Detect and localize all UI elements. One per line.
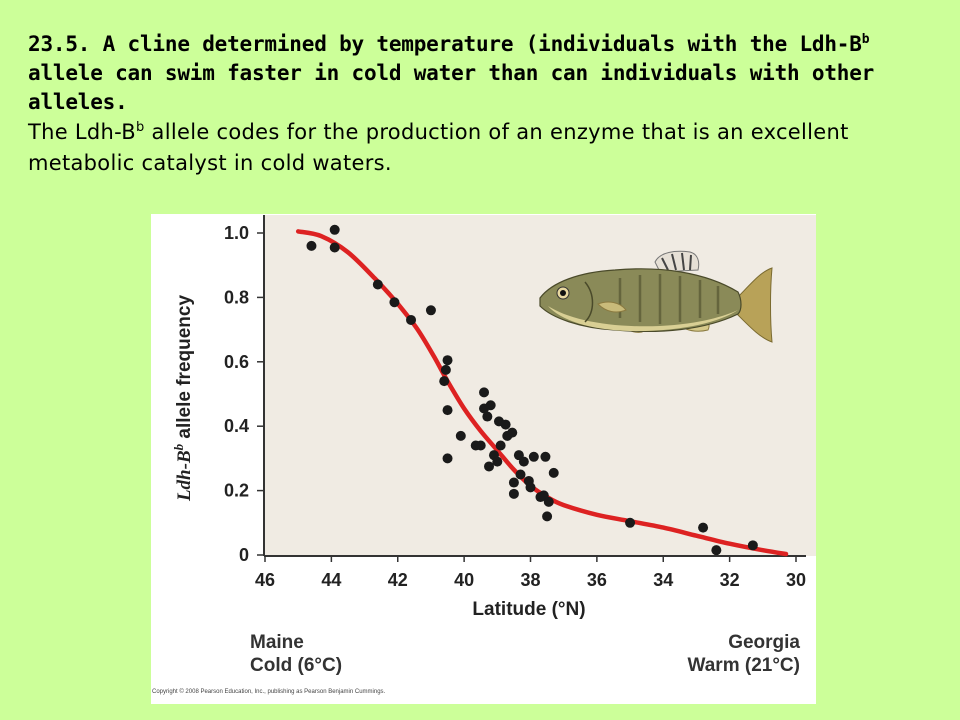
data-point — [455, 430, 466, 441]
x-tick-label: 46 — [255, 570, 275, 590]
data-point — [698, 522, 709, 533]
data-point — [442, 453, 453, 464]
x-tick-label: 44 — [321, 570, 341, 590]
data-point — [711, 545, 722, 556]
data-point — [440, 364, 451, 375]
y-axis-label-gene: Ldh-B — [174, 450, 195, 502]
data-point — [482, 411, 493, 422]
data-point — [306, 240, 317, 251]
y-tick-label: 0.8 — [224, 287, 249, 307]
fit-curve-line — [295, 229, 789, 557]
caption-heading: 23.5. A cline determined by temperature … — [28, 30, 928, 117]
data-point — [540, 451, 551, 462]
data-point — [389, 297, 400, 308]
fit-curve — [295, 229, 789, 557]
killifish-image — [539, 250, 773, 343]
x-tick-label: 40 — [454, 570, 474, 590]
data-point — [525, 482, 536, 493]
data-point — [515, 469, 526, 480]
data-point — [329, 224, 340, 235]
data-point — [439, 376, 450, 387]
left-region-label: Maine Cold (6°C) — [250, 631, 342, 677]
x-tick-label: 36 — [587, 570, 607, 590]
data-point — [528, 451, 539, 462]
data-point — [508, 477, 519, 488]
caption-heading-text-1: 23.5. A cline determined by temperature … — [28, 32, 862, 56]
data-point — [495, 440, 506, 451]
caption-body-sup: b — [136, 120, 145, 135]
data-point — [625, 517, 636, 528]
data-point — [492, 456, 503, 467]
slide-caption: 23.5. A cline determined by temperature … — [28, 30, 928, 179]
caption-heading-sup: b — [861, 32, 870, 47]
x-tick-label: 34 — [653, 570, 673, 590]
x-tick-label: 42 — [388, 570, 408, 590]
right-region-temp: Warm (21°C) — [687, 655, 800, 676]
caption-body-text-2: allele codes for the production of an en… — [28, 120, 849, 175]
data-point — [548, 467, 559, 478]
data-points — [306, 224, 758, 556]
copyright-notice: Copyright © 2008 Pearson Education, Inc.… — [152, 689, 386, 695]
x-tick-label: 32 — [720, 570, 740, 590]
data-point — [542, 511, 553, 522]
caption-body-text-1: The Ldh-B — [28, 120, 137, 144]
left-region-name: Maine — [250, 632, 304, 653]
data-point — [406, 314, 417, 325]
data-point — [543, 496, 554, 507]
data-point — [442, 355, 453, 366]
y-axis-label-rest: allele frequency — [174, 295, 195, 444]
data-point — [425, 305, 436, 316]
left-region-temp: Cold (6°C) — [250, 655, 343, 676]
caption-body: The Ldh-Bb allele codes for the producti… — [28, 117, 928, 179]
data-point — [479, 387, 490, 398]
data-point — [442, 405, 453, 416]
y-tick-label: 0 — [239, 545, 249, 565]
y-tick-label: 1.0 — [224, 223, 249, 243]
data-point — [507, 427, 518, 438]
y-tick-label: 0.4 — [224, 416, 249, 436]
data-point — [485, 400, 496, 411]
y-tick-label: 0.6 — [224, 352, 249, 372]
data-point — [484, 461, 495, 472]
x-axis-label: Latitude (°N) — [472, 599, 585, 620]
y-axis-label-sup: b — [171, 443, 186, 450]
x-tick-label: 30 — [786, 570, 806, 590]
tick-labels: 46 44 42 40 38 36 34 32 30 0 0.2 0.4 0.6 0.8 1.0 — [224, 223, 806, 590]
data-point — [329, 242, 340, 253]
x-tick-label: 38 — [520, 570, 540, 590]
data-point — [372, 279, 383, 290]
right-region-name: Georgia — [728, 632, 800, 653]
data-point — [475, 440, 486, 451]
right-region-label: Georgia Warm (21°C) — [688, 631, 800, 677]
axes — [257, 215, 806, 562]
data-point — [747, 540, 758, 551]
caption-heading-text-2: allele can swim faster in cold water tha… — [28, 61, 875, 114]
data-point — [500, 419, 511, 430]
y-axis-label: Ldh-Bb allele frequency — [171, 295, 195, 503]
y-tick-label: 0.2 — [224, 481, 249, 501]
data-point — [508, 488, 519, 499]
data-point — [518, 456, 529, 467]
